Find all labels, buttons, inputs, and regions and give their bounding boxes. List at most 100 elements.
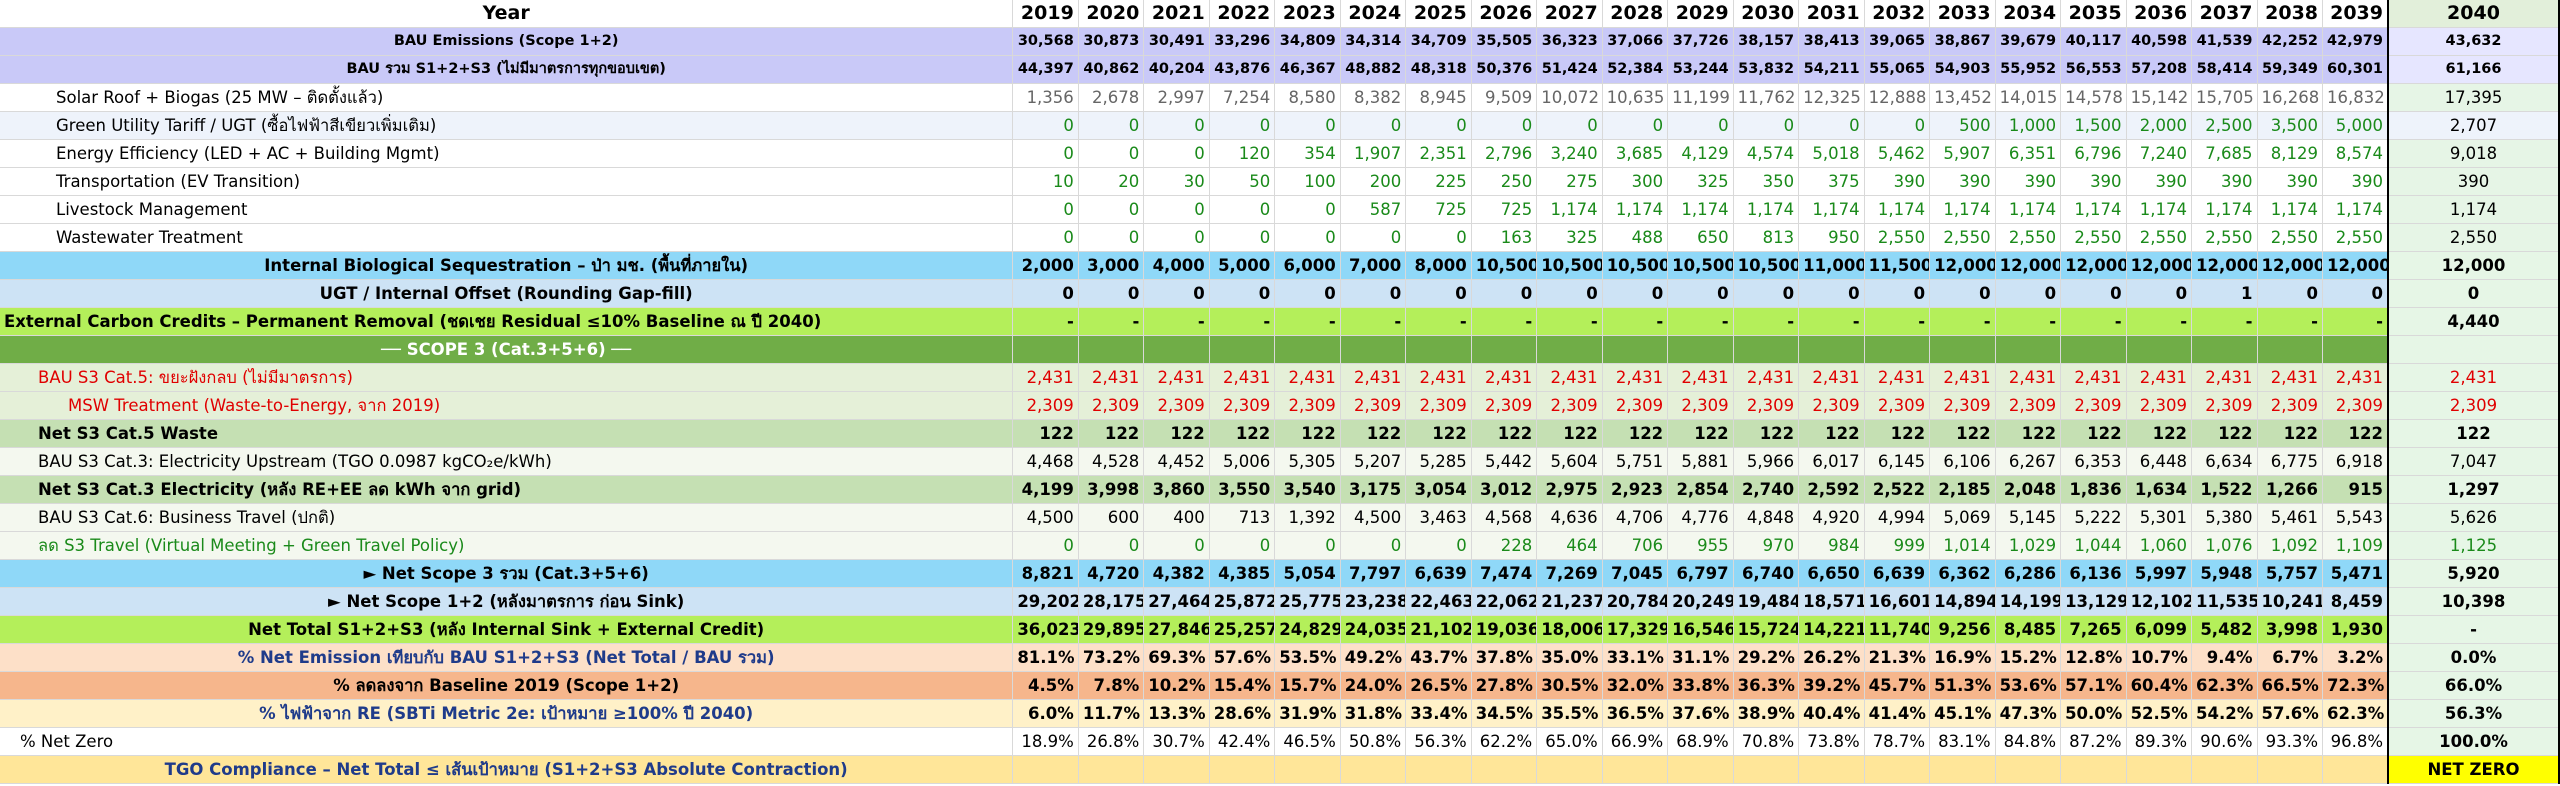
cell-2021[interactable]: 400 [1143, 503, 1210, 532]
cell-2040[interactable]: 5,626 [2387, 503, 2560, 532]
cell-2027[interactable]: 36,323 [1536, 27, 1603, 56]
cell-2029[interactable]: 650 [1667, 223, 1734, 252]
cell-2036[interactable]: 0 [2126, 279, 2193, 308]
cell-2021[interactable]: 30 [1143, 167, 1210, 196]
cell-2023[interactable]: 5,305 [1274, 447, 1341, 476]
cell-2022[interactable]: 0 [1209, 223, 1276, 252]
cell-2019[interactable] [1012, 755, 1079, 784]
cell-2021[interactable]: 0 [1143, 279, 1210, 308]
cell-2022[interactable]: 7,254 [1209, 83, 1276, 112]
cell-2039[interactable]: 1,109 [2322, 531, 2389, 560]
cell-2022[interactable]: 713 [1209, 503, 1276, 532]
cell-2020[interactable]: 2,678 [1078, 83, 1145, 112]
cell-2020[interactable]: - [1078, 307, 1145, 336]
cell-2033[interactable]: 122 [1929, 419, 1996, 448]
cell-2039[interactable]: 2,431 [2322, 363, 2389, 392]
cell-2032[interactable]: 2,550 [1864, 223, 1931, 252]
cell-2035[interactable]: 6,353 [2060, 447, 2127, 476]
cell-2033[interactable]: 5,069 [1929, 503, 1996, 532]
cell-2020[interactable]: 29,895 [1078, 615, 1145, 644]
cell-2028[interactable]: 2,431 [1602, 363, 1669, 392]
cell-2025[interactable]: 2,351 [1405, 139, 1472, 168]
cell-2040[interactable]: 100.0% [2387, 727, 2560, 756]
cell-2032[interactable] [1864, 335, 1931, 364]
cell-2039[interactable]: 12,000 [2322, 251, 2389, 280]
cell-2024[interactable]: 1,907 [1340, 139, 1407, 168]
cell-2020[interactable]: 0 [1078, 195, 1145, 224]
cell-2025[interactable]: - [1405, 307, 1472, 336]
cell-2025[interactable]: 6,639 [1405, 559, 1472, 588]
cell-2028[interactable]: 66.9% [1602, 727, 1669, 756]
cell-2019[interactable]: 0 [1012, 111, 1079, 140]
cell-2040[interactable]: 0.0% [2387, 643, 2560, 672]
cell-2040[interactable]: 7,047 [2387, 447, 2560, 476]
cell-2034[interactable]: 53.6% [1995, 671, 2062, 700]
cell-2023[interactable]: 25,775 [1274, 587, 1341, 616]
cell-2039[interactable]: 1,930 [2322, 615, 2389, 644]
cell-2039[interactable]: - [2322, 307, 2389, 336]
cell-2031[interactable]: 2,431 [1798, 363, 1865, 392]
header-year-2029[interactable]: 2029 [1667, 0, 1734, 28]
cell-2027[interactable]: 275 [1536, 167, 1603, 196]
cell-2026[interactable]: 22,062 [1471, 587, 1538, 616]
cell-2029[interactable]: 16,546 [1667, 615, 1734, 644]
cell-2038[interactable]: 16,268 [2257, 83, 2324, 112]
cell-2034[interactable] [1995, 755, 2062, 784]
cell-2038[interactable]: 5,461 [2257, 503, 2324, 532]
cell-2040[interactable]: 0 [2387, 279, 2560, 308]
cell-2029[interactable]: 10,500 [1667, 251, 1734, 280]
cell-2029[interactable]: 1,174 [1667, 195, 1734, 224]
cell-2037[interactable]: - [2191, 307, 2258, 336]
cell-2020[interactable]: 0 [1078, 139, 1145, 168]
cell-2021[interactable]: 0 [1143, 531, 1210, 560]
cell-2039[interactable]: 42,979 [2322, 27, 2389, 56]
cell-2032[interactable]: 5,462 [1864, 139, 1931, 168]
cell-2037[interactable]: 62.3% [2191, 671, 2258, 700]
cell-2039[interactable]: 0 [2322, 279, 2389, 308]
cell-2024[interactable]: 2,431 [1340, 363, 1407, 392]
cell-2028[interactable] [1602, 335, 1669, 364]
cell-2034[interactable]: 8,485 [1995, 615, 2062, 644]
cell-2038[interactable]: 2,309 [2257, 391, 2324, 420]
cell-2026[interactable] [1471, 755, 1538, 784]
cell-2022[interactable]: 0 [1209, 111, 1276, 140]
cell-2033[interactable]: 2,550 [1929, 223, 1996, 252]
header-year-2021[interactable]: 2021 [1143, 0, 1210, 28]
cell-2022[interactable]: - [1209, 307, 1276, 336]
row-label[interactable]: BAU S3 Cat.5: ขยะฝังกลบ (ไม่มีมาตรการ) [0, 363, 1014, 392]
cell-2034[interactable]: 6,351 [1995, 139, 2062, 168]
cell-2040[interactable]: 1,125 [2387, 531, 2560, 560]
cell-2032[interactable]: 78.7% [1864, 727, 1931, 756]
cell-2034[interactable]: 2,048 [1995, 475, 2062, 504]
cell-2020[interactable]: 3,000 [1078, 251, 1145, 280]
cell-2031[interactable]: 5,018 [1798, 139, 1865, 168]
cell-2030[interactable]: 38,157 [1733, 27, 1800, 56]
cell-2023[interactable]: 31.9% [1274, 699, 1341, 728]
header-year-2020[interactable]: 2020 [1078, 0, 1145, 28]
cell-2037[interactable]: 7,685 [2191, 139, 2258, 168]
cell-2022[interactable]: 4,385 [1209, 559, 1276, 588]
cell-2023[interactable]: 6,000 [1274, 251, 1341, 280]
cell-2036[interactable]: 40,598 [2126, 27, 2193, 56]
cell-2032[interactable]: 6,145 [1864, 447, 1931, 476]
cell-2031[interactable]: 54,211 [1798, 55, 1865, 84]
cell-2025[interactable]: 8,945 [1405, 83, 1472, 112]
header-year-2027[interactable]: 2027 [1536, 0, 1603, 28]
cell-2037[interactable]: 6,634 [2191, 447, 2258, 476]
cell-2038[interactable]: 66.5% [2257, 671, 2324, 700]
header-year-2026[interactable]: 2026 [1471, 0, 1538, 28]
cell-2025[interactable]: 725 [1405, 195, 1472, 224]
cell-2024[interactable]: 34,314 [1340, 27, 1407, 56]
cell-2021[interactable]: 27,464 [1143, 587, 1210, 616]
cell-2024[interactable] [1340, 755, 1407, 784]
cell-2024[interactable] [1340, 335, 1407, 364]
cell-2032[interactable]: 21.3% [1864, 643, 1931, 672]
cell-2040[interactable]: 2,550 [2387, 223, 2560, 252]
cell-2037[interactable]: 122 [2191, 419, 2258, 448]
cell-2024[interactable]: 0 [1340, 223, 1407, 252]
cell-2026[interactable]: 0 [1471, 111, 1538, 140]
cell-2025[interactable]: 34,709 [1405, 27, 1472, 56]
cell-2036[interactable]: 7,240 [2126, 139, 2193, 168]
cell-2026[interactable]: 228 [1471, 531, 1538, 560]
cell-2030[interactable]: 15,724 [1733, 615, 1800, 644]
